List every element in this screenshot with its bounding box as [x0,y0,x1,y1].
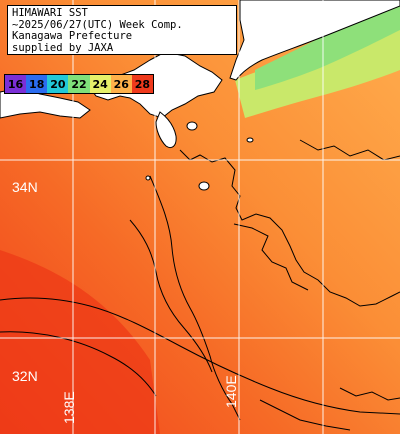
island-small-a [198,181,210,191]
lat-label-34n: 34N [12,179,38,195]
legend-label: 22 [71,77,87,91]
legend-label: 26 [113,77,129,91]
land-izu-peninsula [155,111,177,149]
legend-cell: 26 [110,75,132,93]
legend-label: 18 [29,77,45,91]
legend-cell: 16 [5,75,27,93]
info-region: Kanagawa Prefecture [12,30,133,42]
island-oshima [186,121,198,131]
island-small-b [145,175,151,181]
legend-label: 24 [92,77,108,91]
legend-cell: 24 [89,75,111,93]
temperature-legend: 16 18 20 22 24 26 28 [4,74,154,94]
legend-label: 20 [50,77,66,91]
land-mainland [229,0,400,81]
legend-label: 28 [134,77,151,91]
legend-cell: 20 [47,75,69,93]
coastal-green-water [255,0,400,90]
warm-water-region [0,250,160,434]
info-title: HIMAWARI SST [12,7,88,19]
legend-cell: 22 [68,75,90,93]
info-date: ~2025/06/27(UTC) Week Comp. [12,18,183,31]
legend-label: 16 [7,77,24,91]
lon-label-140e: 140E [223,375,239,408]
island-small-c [246,137,254,143]
isotherm-contours [0,139,400,431]
lat-label-32n: 32N [12,368,38,384]
legend-cell: 18 [26,75,48,93]
lon-label-138e: 138E [61,391,77,424]
map-info-box: HIMAWARI SST ~2025/06/27(UTC) Week Comp.… [7,5,237,55]
info-source: supplied by JAXA [12,41,114,54]
legend-cell: 28 [131,75,153,93]
